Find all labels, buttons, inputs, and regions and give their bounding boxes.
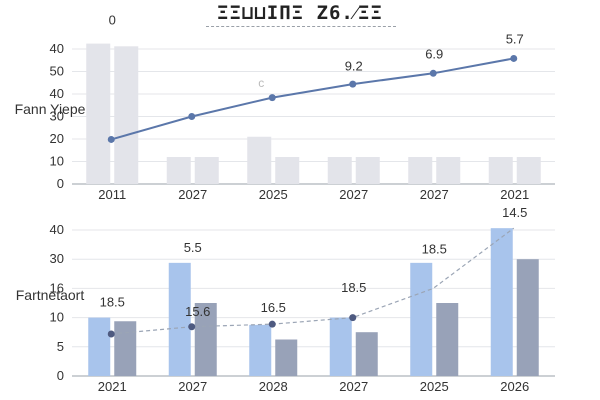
bar-background [166, 157, 191, 184]
y-tick-label: 30 [50, 109, 64, 124]
data-label: 18.5 [100, 295, 125, 310]
y-tick-label: 30 [50, 251, 64, 266]
bar-secondary [516, 259, 539, 376]
data-label: 5.7 [506, 32, 524, 47]
x-tick-label: 2027 [420, 187, 449, 202]
x-tick-label: 2027 [339, 379, 368, 394]
bar-background [194, 157, 219, 184]
bar-secondary [436, 303, 459, 376]
bar-secondary [355, 332, 378, 376]
x-tick-label: 2025 [259, 187, 288, 202]
series-line [111, 227, 515, 335]
y-tick-label: 40 [50, 41, 64, 56]
data-label: 14.5 [502, 205, 527, 220]
x-tick-label: 2021 [98, 379, 127, 394]
line-point [349, 314, 357, 322]
y-axis-label: Fartnetaort [16, 287, 85, 303]
bar-primary [249, 324, 272, 376]
y-tick-label: 16 [50, 280, 64, 295]
line-point [188, 113, 196, 120]
data-label: 16.5 [261, 300, 286, 315]
data-label: 15.6 [185, 304, 210, 319]
line-point [349, 80, 357, 88]
data-label: 5.5 [184, 240, 202, 255]
data-label: 18.5 [422, 242, 447, 257]
y-axis-label: Fann Yiepe [15, 101, 86, 117]
bar-background [408, 157, 433, 184]
line-point [268, 320, 276, 328]
x-tick-label: 2026 [500, 379, 529, 394]
bar-background [247, 136, 272, 184]
line-point [510, 54, 518, 62]
x-tick-label: 2011 [98, 187, 126, 202]
x-tick-label: 2025 [420, 379, 449, 394]
x-tick-label: 2027 [178, 187, 207, 202]
line-point [107, 330, 115, 338]
bar-background [86, 43, 111, 184]
y-tick-label: 40 [50, 86, 64, 101]
x-tick-label: 2027 [178, 379, 207, 394]
bar-background [355, 157, 380, 184]
x-tick-label: 2021 [500, 187, 529, 202]
y-tick-label: 10 [50, 310, 64, 325]
bar-secondary [194, 303, 217, 376]
bar-secondary [114, 321, 137, 376]
bar-primary [168, 262, 191, 376]
bar-primary [329, 317, 352, 376]
line-point [188, 323, 196, 331]
header: ΞΞ⊔⊔ΙΠΞ Ζ6.⁄ΞΞ [0, 2, 600, 25]
x-tick-label: 2028 [259, 379, 288, 394]
y-tick-label: 20 [50, 131, 64, 146]
bar-primary [88, 317, 111, 376]
y-tick-label: 50 [50, 64, 64, 79]
annotation-label: c [258, 76, 264, 90]
y-tick-label: 0 [57, 368, 64, 383]
bar-background [327, 157, 352, 184]
bar-background [436, 157, 461, 184]
series-line [110, 57, 514, 141]
bar-secondary [275, 339, 298, 376]
title-divider [206, 26, 396, 27]
data-label: 0 [109, 13, 116, 28]
data-label: 6.9 [425, 46, 443, 61]
bar-background [275, 157, 300, 184]
line-point [268, 94, 276, 102]
line-point [107, 135, 115, 143]
bar-background [114, 46, 139, 184]
y-tick-label: 0 [57, 176, 64, 191]
bar-primary [490, 228, 513, 376]
x-tick-label: 2027 [339, 187, 368, 202]
data-label: 18.5 [341, 280, 366, 295]
y-tick-label: 40 [50, 222, 64, 237]
line-point [429, 69, 437, 77]
bar-background [488, 157, 513, 184]
bar-primary [410, 262, 433, 376]
bar-background [516, 157, 541, 184]
chart-title: ΞΞ⊔⊔ΙΠΞ Ζ6.⁄ΞΞ [217, 2, 383, 24]
y-tick-label: 5 [57, 339, 64, 354]
data-label: 9.2 [345, 59, 363, 74]
y-tick-label: 10 [50, 154, 64, 169]
